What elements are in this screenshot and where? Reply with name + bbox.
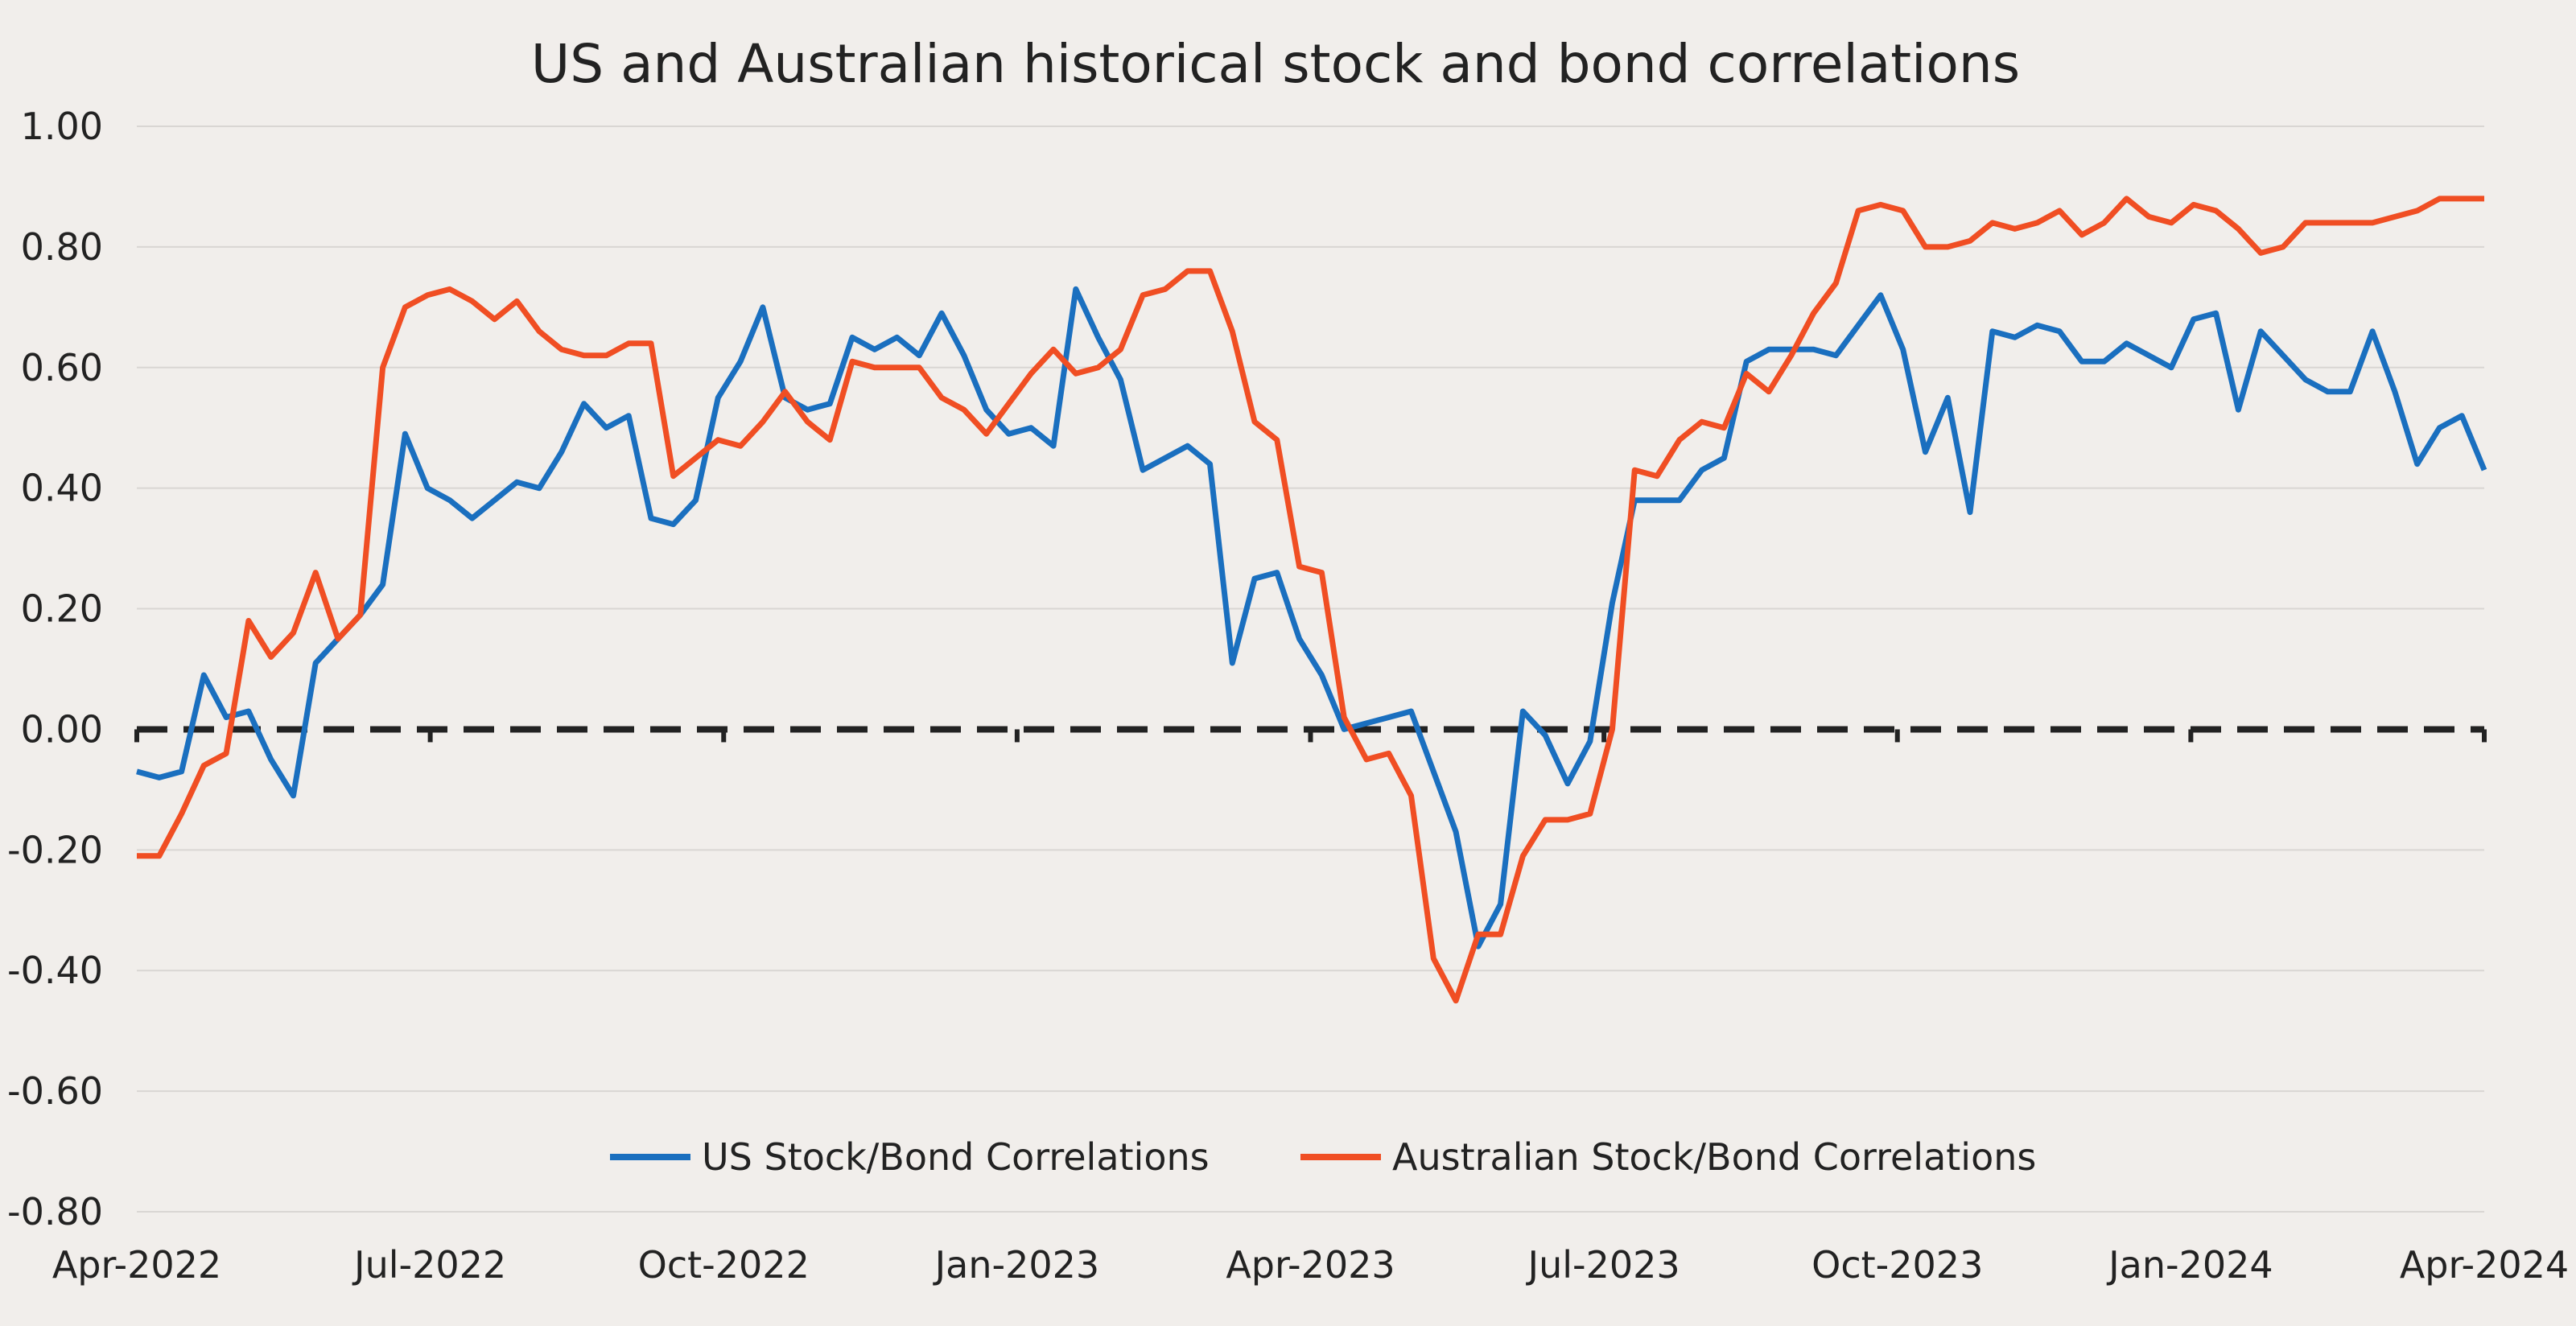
x-tick-label: Jul-2022 [352,1243,506,1287]
y-tick-label: -0.40 [7,949,103,992]
y-tick-label: 0.20 [21,587,103,631]
legend-label: US Stock/Bond Correlations [702,1135,1210,1179]
y-tick-label: -0.20 [7,828,103,871]
y-tick-label: 0.40 [21,467,103,510]
x-tick-label: Oct-2022 [638,1243,810,1287]
x-tick-label: Oct-2023 [1811,1243,1983,1287]
y-tick-label: 0.60 [21,346,103,389]
x-tick-label: Jan-2023 [933,1243,1100,1287]
chart-title: US and Australian historical stock and b… [531,33,2020,95]
legend: US Stock/Bond Correlations Australian Sto… [610,1135,2036,1179]
x-tick-label: Jan-2024 [2106,1243,2273,1287]
series-line-australian [137,196,2484,1004]
x-tick-label: Apr-2024 [2400,1243,2569,1287]
x-tick-label: Apr-2022 [52,1243,221,1287]
y-tick-label: 0.00 [21,707,103,751]
x-tick-label: Jul-2023 [1526,1243,1680,1287]
y-tick-label: 1.00 [21,105,103,148]
y-tick-label: -0.60 [7,1069,103,1113]
legend-label: Australian Stock/Bond Correlations [1392,1135,2036,1179]
x-tick-label: Apr-2023 [1226,1243,1395,1287]
y-tick-label: -0.80 [7,1190,103,1233]
series-lines [136,196,2487,1004]
y-axis-ticks: 1.00 0.80 0.60 0.40 0.20 0.00 -0.20 -0.40 -0.60 -… [7,105,103,1233]
series-line-us [136,286,2487,949]
y-tick-label: 0.80 [21,225,103,269]
x-axis: Apr-2022 Jul-2022 Oct-2022 Jan-2023 Apr-2023… [52,726,2569,1287]
grid-lines [137,126,2484,1213]
